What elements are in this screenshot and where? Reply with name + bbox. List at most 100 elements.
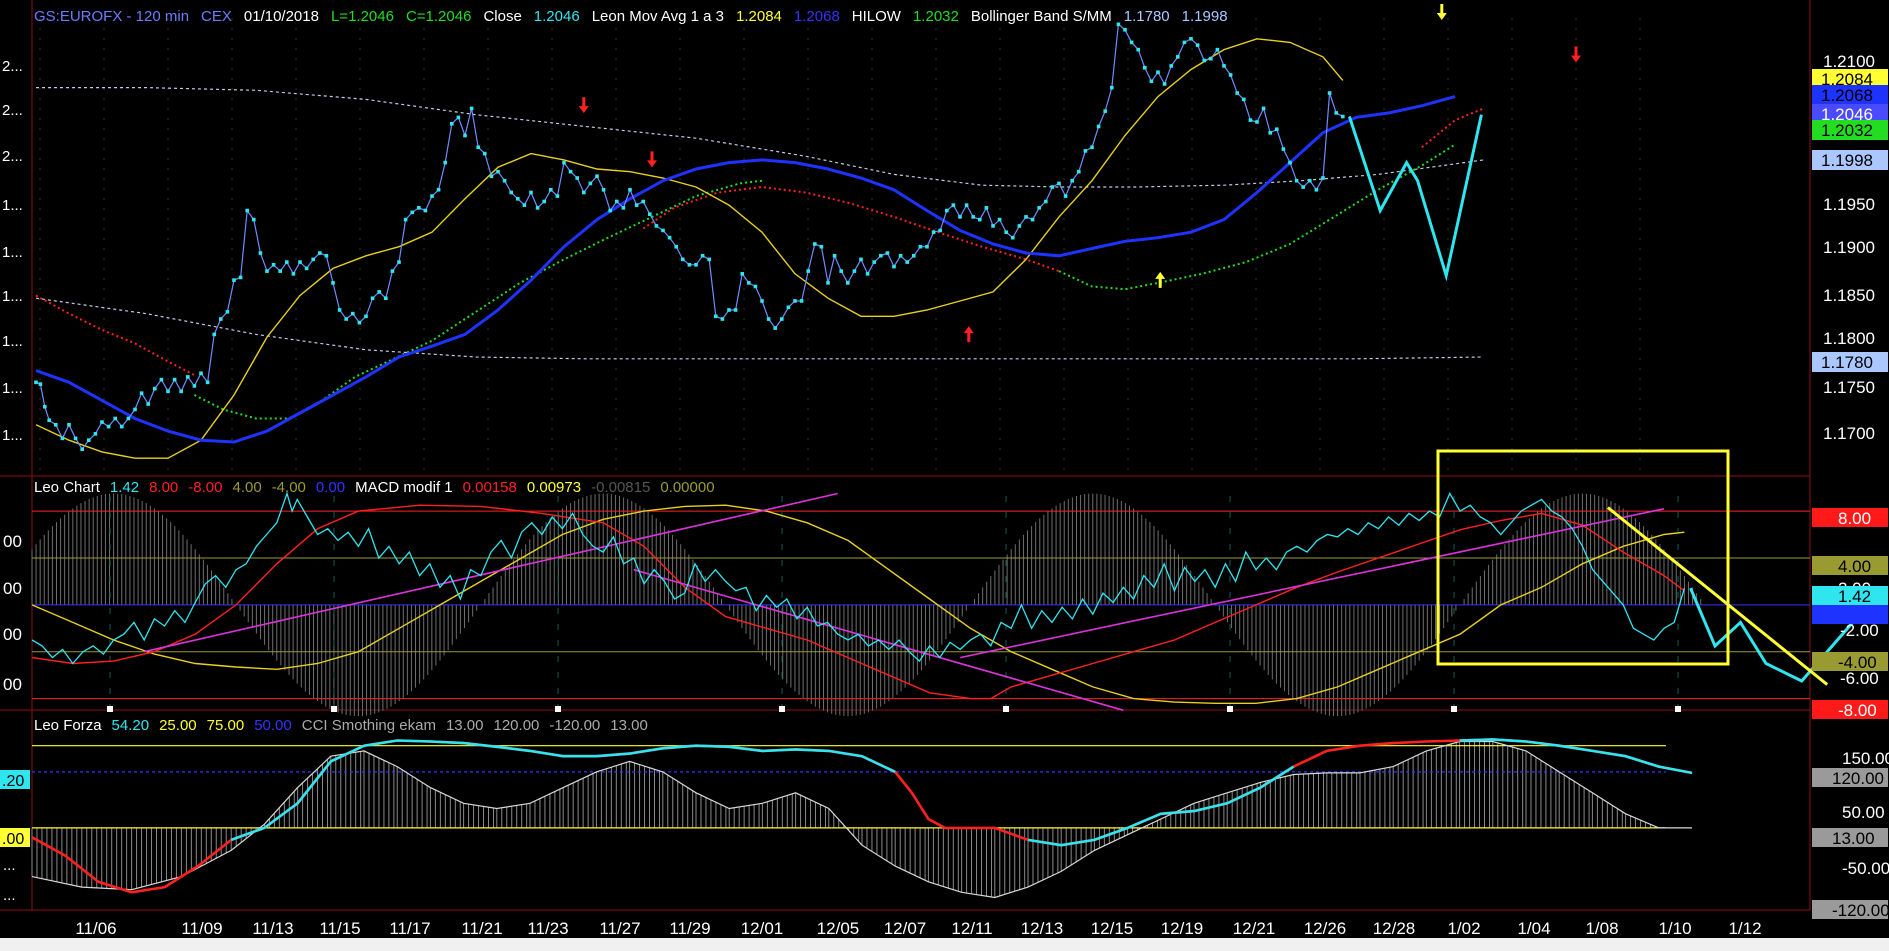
cci-box-label: 13.00 — [1832, 829, 1875, 848]
close-price-point — [773, 326, 777, 330]
price-header-item: L=1.2046 — [331, 8, 394, 25]
close-price-point — [1123, 27, 1127, 32]
close-price-point — [1294, 178, 1299, 183]
close-price-point — [588, 181, 593, 186]
price-left-tick: 1... — [2, 288, 23, 305]
price-projection-line — [1347, 114, 1483, 282]
close-price-point — [1162, 82, 1167, 86]
close-price-point — [1275, 127, 1279, 131]
close-price-point — [971, 215, 975, 219]
close-price-point — [311, 257, 315, 262]
close-price-point — [793, 299, 797, 303]
close-price-point — [872, 260, 876, 264]
close-price-point — [423, 208, 428, 213]
macd-header-item: MACD modif 1 — [355, 479, 453, 496]
close-price-point — [1341, 114, 1345, 119]
close-price-point — [245, 208, 249, 213]
time-axis-label: 12/13 — [1021, 919, 1064, 938]
time-axis-label: 12/15 — [1091, 919, 1134, 938]
close-price-point — [865, 272, 870, 276]
close-price-point — [34, 380, 38, 385]
time-axis-label: 12/26 — [1304, 919, 1347, 938]
close-price-point — [159, 377, 164, 382]
close-price-point — [337, 308, 342, 312]
highlight-box — [1436, 449, 1730, 666]
close-price-point — [687, 262, 692, 267]
price-box — [1812, 352, 1888, 372]
close-price-point — [760, 299, 764, 303]
close-price-point — [1050, 185, 1055, 189]
close-price-point — [654, 224, 659, 228]
close-price-point — [529, 190, 533, 195]
close-price-point — [819, 244, 824, 249]
close-price-point — [73, 436, 78, 441]
price-left-tick: 1... — [2, 197, 23, 214]
close-price-point — [106, 424, 111, 429]
close-price-point — [153, 386, 157, 391]
price-header-item: HILOW — [852, 8, 902, 25]
close-price-point — [60, 436, 65, 441]
close-price-point — [1143, 65, 1147, 70]
close-price-point — [912, 253, 916, 258]
close-price-point — [661, 228, 665, 233]
close-price-point — [516, 197, 520, 201]
close-price-point — [1182, 40, 1187, 45]
price-axis-tick: 1.1900 — [1823, 238, 1875, 257]
close-price-point — [1176, 55, 1180, 59]
close-price-point — [370, 296, 375, 301]
cci-smoothing-line — [31, 740, 1692, 899]
close-price-point — [700, 253, 705, 258]
cci-axis-tick: -50.00 — [1842, 859, 1889, 878]
close-price-point — [258, 251, 263, 255]
time-axis-label: 11/23 — [527, 919, 568, 938]
close-price-point — [43, 404, 47, 409]
signal-arrow-down — [1571, 46, 1581, 63]
close-price-point — [1281, 147, 1286, 151]
close-price-point — [595, 174, 599, 178]
time-axis-label: 12/19 — [1161, 919, 1204, 938]
macd-header-item: 0.00 — [316, 479, 345, 496]
close-price-point — [443, 160, 447, 165]
price-header-item: 1.1780 — [1124, 8, 1170, 25]
close-price-point — [1070, 178, 1074, 183]
close-price-point — [430, 194, 434, 198]
close-price-point — [892, 264, 896, 269]
close-price-point — [318, 251, 322, 255]
cci-header-item: 13.00 — [446, 717, 484, 734]
cci-header-item: 25.00 — [159, 717, 197, 734]
close-price-point — [562, 160, 566, 165]
close-price-point — [1301, 185, 1305, 189]
close-price-point — [1228, 73, 1233, 77]
close-price-point — [720, 317, 725, 321]
close-price-point — [133, 407, 137, 412]
close-price-point — [628, 187, 632, 192]
close-price-point — [753, 284, 758, 289]
macd-axis-tick: -2.00 — [1840, 621, 1879, 640]
cci-axis-tick: 50.00 — [1842, 803, 1885, 822]
close-price-point — [747, 281, 751, 285]
close-price-point — [351, 311, 355, 316]
close-price-point — [331, 281, 335, 285]
close-price-point — [417, 206, 421, 210]
signal-arrow-up — [1155, 271, 1166, 288]
close-price-point — [483, 151, 487, 156]
close-price-point — [509, 190, 513, 195]
close-price-point — [1189, 36, 1193, 41]
price-header-item: 1.2032 — [913, 8, 959, 25]
cci-box-label: -120.00 — [1832, 901, 1889, 920]
close-price-point — [1308, 178, 1312, 183]
hilow-red-dotted-1 — [35, 294, 195, 376]
close-price-point — [1083, 149, 1088, 153]
cci-left-tick: ... — [3, 857, 16, 874]
close-price-point — [100, 420, 104, 424]
close-price-point — [727, 308, 731, 312]
macd-trend-magenta — [960, 508, 1665, 659]
macd-header-item: 0.00973 — [527, 479, 581, 496]
close-price-point — [166, 389, 170, 394]
close-price-point — [403, 217, 408, 222]
close-price-point — [364, 314, 368, 319]
time-axis-label: 12/01 — [741, 919, 784, 938]
price-header-item: C=1.2046 — [406, 8, 471, 25]
price-box-label: 1.2046 — [1821, 105, 1873, 124]
